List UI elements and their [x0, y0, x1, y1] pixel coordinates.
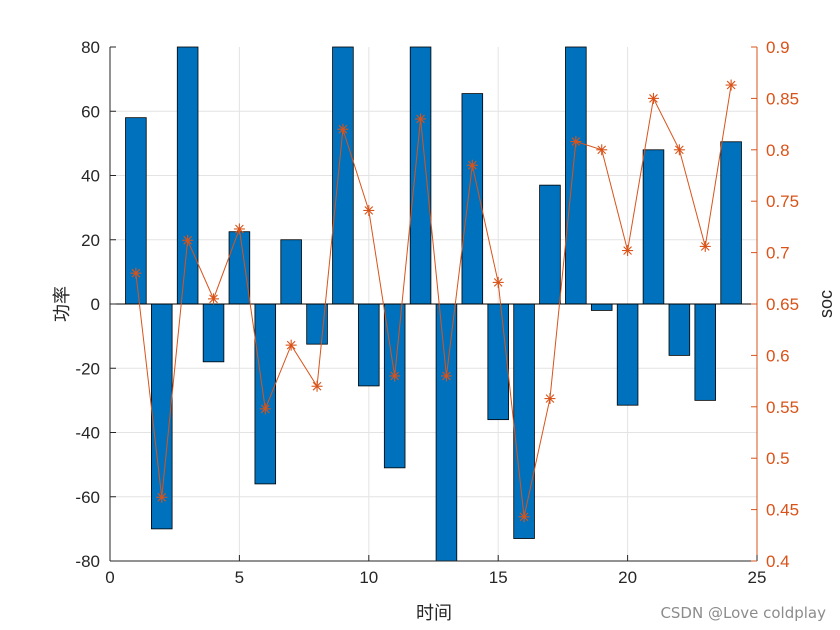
- y-left-tick-label: -20: [75, 359, 100, 378]
- asterisk-marker: [182, 234, 194, 246]
- y-right-tick-label: 0.9: [766, 38, 790, 57]
- y-right-tick-label: 0.55: [766, 398, 799, 417]
- watermark: CSDN @Love coldplay: [660, 604, 826, 622]
- asterisk-marker: [208, 293, 220, 305]
- y-right-tick-label: 0.65: [766, 295, 799, 314]
- bar: [590, 303, 613, 311]
- y-left-tick-label: 0: [91, 295, 100, 314]
- bar: [720, 141, 742, 305]
- asterisk-marker: [466, 159, 478, 171]
- bar: [616, 303, 639, 406]
- asterisk-marker: [389, 370, 401, 382]
- y-left-tick-label: 40: [81, 167, 100, 186]
- x-tick-label: 20: [618, 568, 637, 587]
- bar: [642, 149, 665, 305]
- y-right-tick-label: 0.8: [766, 141, 790, 160]
- grid-lines: [110, 47, 757, 561]
- asterisk-marker: [259, 403, 271, 415]
- bar: [202, 303, 225, 363]
- asterisk-marker: [363, 204, 375, 216]
- asterisk-marker: [492, 276, 504, 288]
- bar: [668, 303, 691, 356]
- x-tick-label: 25: [748, 568, 767, 587]
- asterisk-marker: [725, 79, 737, 91]
- bar: [332, 46, 354, 305]
- y-left-axis-label: 功率: [52, 286, 72, 322]
- asterisk-marker: [622, 245, 634, 257]
- y-left-tick-label: 60: [81, 102, 100, 121]
- asterisk-marker: [130, 267, 142, 279]
- y-left-tick-label: -40: [75, 424, 100, 443]
- x-tick-label: 5: [235, 568, 244, 587]
- bar: [228, 231, 251, 305]
- bar: [694, 303, 716, 401]
- bar: [513, 303, 535, 539]
- y-left-tick-label: 20: [81, 231, 100, 250]
- y-right-tick-label: 0.4: [766, 552, 790, 571]
- bar: [435, 303, 458, 562]
- asterisk-marker: [311, 380, 323, 392]
- soc-line: [135, 84, 732, 517]
- asterisk-marker: [285, 339, 297, 351]
- y-right-tick-label: 0.5: [766, 449, 790, 468]
- y-right-tick-label: 0.45: [766, 501, 799, 520]
- bar: [565, 46, 587, 305]
- x-tick-label: 0: [105, 568, 114, 587]
- asterisk-marker: [570, 136, 582, 148]
- asterisk-marker: [337, 123, 349, 135]
- y-right-tick-label: 0.7: [766, 244, 790, 263]
- bar: [487, 303, 509, 421]
- asterisk-marker: [415, 113, 427, 125]
- y-left-tick-label: -60: [75, 488, 100, 507]
- y-right-tick-label: 0.75: [766, 192, 799, 211]
- bar: [254, 303, 277, 485]
- y-right-tick-label: 0.6: [766, 346, 790, 365]
- bar-series: [125, 46, 742, 562]
- y-left-tick-label: 80: [81, 38, 100, 57]
- x-axis-label: 时间: [416, 603, 452, 623]
- asterisk-marker: [673, 144, 685, 156]
- asterisk-marker: [233, 223, 245, 235]
- asterisk-marker: [440, 370, 452, 382]
- asterisk-marker: [518, 511, 530, 523]
- y-right-axis-label: soc: [816, 290, 836, 318]
- asterisk-marker: [596, 144, 608, 156]
- asterisk-marker: [699, 240, 711, 252]
- x-tick-label: 15: [489, 568, 508, 587]
- x-tick-label: 10: [359, 568, 378, 587]
- asterisk-marker: [156, 491, 168, 503]
- bar: [539, 184, 561, 305]
- asterisk-marker: [647, 92, 659, 104]
- y-right-tick-label: 0.85: [766, 89, 799, 108]
- y-left-tick-label: -80: [75, 552, 100, 571]
- tick-labels: 0 5 10 15 20 25 80 60 40 20 0 -20 -40 -60 -80 0.9 0.85 0.…: [75, 38, 799, 587]
- bar: [176, 46, 199, 305]
- bar: [280, 239, 302, 305]
- soc-series: [130, 79, 737, 523]
- bar: [409, 46, 432, 305]
- asterisk-marker: [544, 393, 556, 405]
- bar: [358, 303, 380, 387]
